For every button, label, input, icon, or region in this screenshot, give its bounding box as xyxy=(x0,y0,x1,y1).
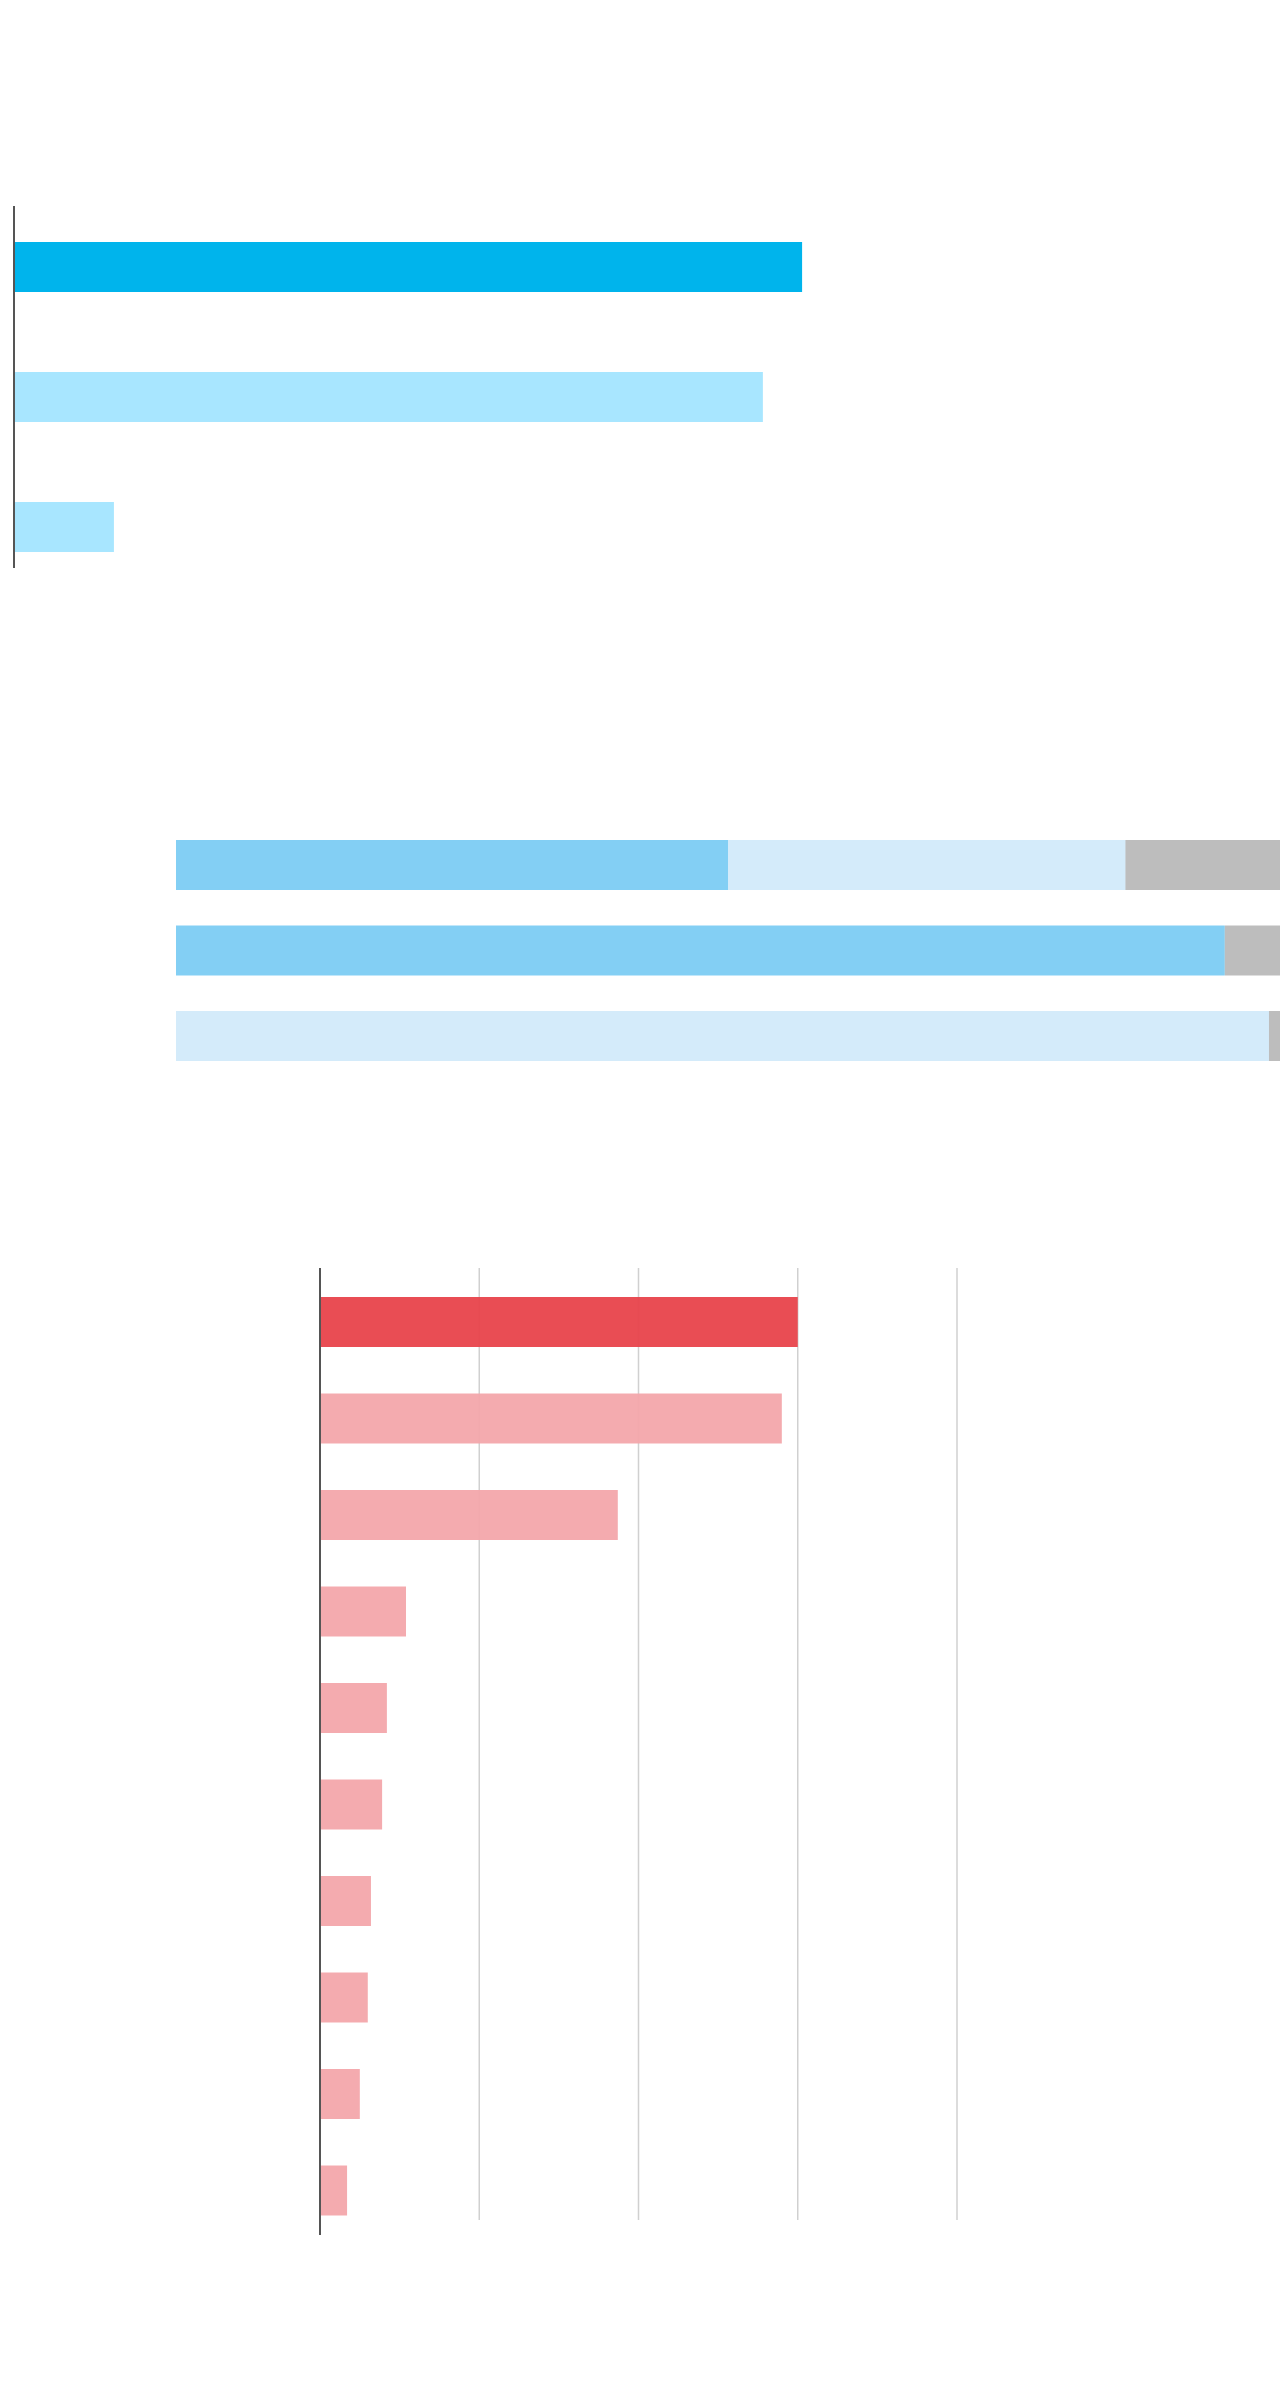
bar xyxy=(320,1393,782,1444)
bar-segment xyxy=(176,840,728,890)
bar-segment xyxy=(1125,840,1280,890)
bar xyxy=(320,1490,618,1540)
bar xyxy=(320,1683,387,1733)
bar xyxy=(320,2165,348,2216)
bar-segment xyxy=(728,840,1126,890)
chart xyxy=(319,1268,958,2235)
bar xyxy=(320,1779,383,1830)
bar xyxy=(320,1876,371,1926)
bar-segment xyxy=(1224,925,1280,976)
chart xyxy=(13,206,803,568)
bar xyxy=(14,372,763,422)
bar xyxy=(14,242,803,292)
chart xyxy=(176,840,1280,1061)
bar-segment xyxy=(1268,1011,1280,1061)
bar xyxy=(320,1972,368,2023)
bar xyxy=(320,1297,798,1347)
bar xyxy=(320,1586,406,1637)
bar-segment xyxy=(176,1011,1269,1061)
bar xyxy=(320,2069,360,2119)
bar-segment xyxy=(176,925,1225,976)
bar xyxy=(14,502,114,552)
